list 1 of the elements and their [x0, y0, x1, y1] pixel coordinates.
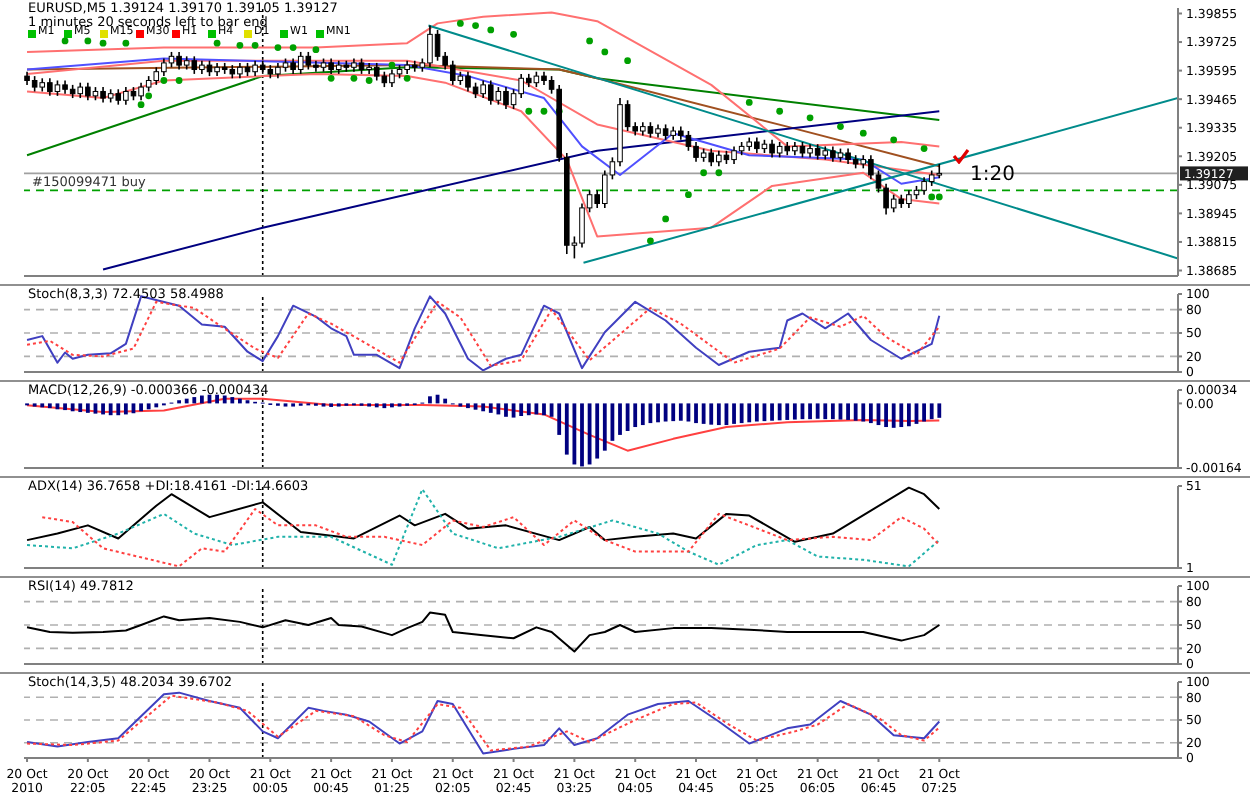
annotation: 1:20 — [970, 164, 1015, 186]
